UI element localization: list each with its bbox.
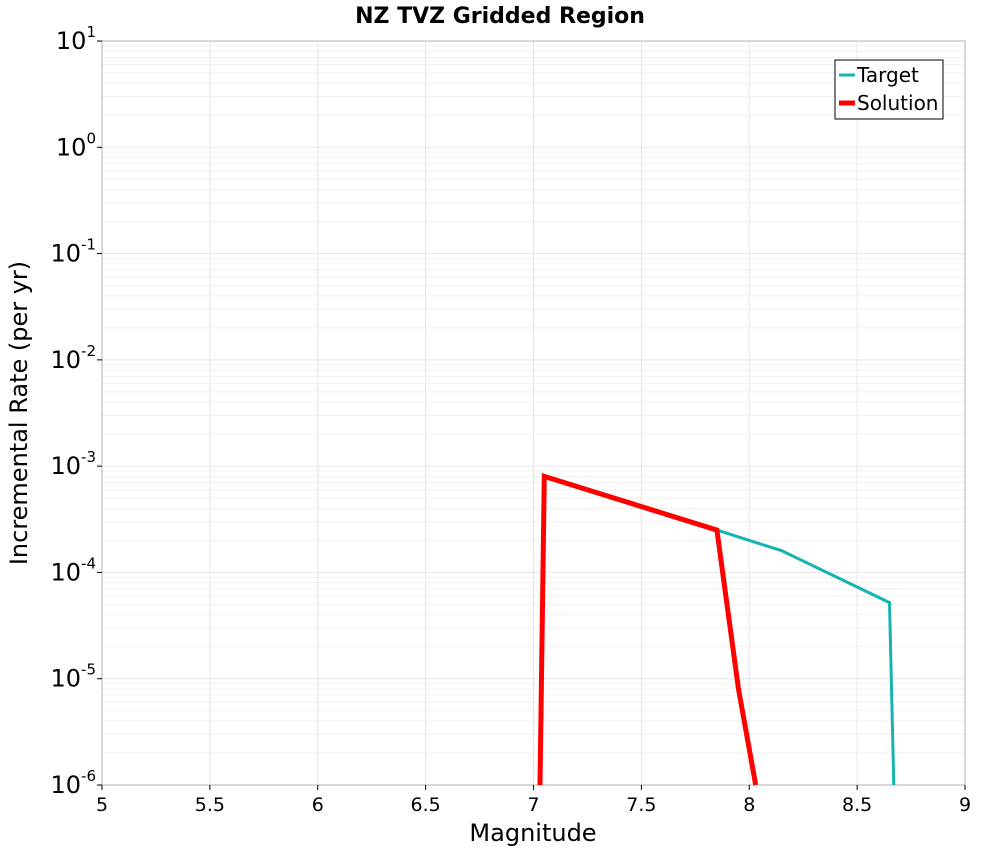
legend-label-target: Target <box>856 63 919 87</box>
x-tick-label: 5.5 <box>195 794 225 816</box>
y-tick-label: 10-2 <box>50 342 96 374</box>
x-axis-label: Magnitude <box>469 819 596 847</box>
legend: Target Solution <box>834 59 944 120</box>
x-tick-label: 6.5 <box>411 794 441 816</box>
legend-label-solution: Solution <box>857 91 938 115</box>
series-line-target <box>543 474 896 786</box>
chart-title: NZ TVZ Gridded Region <box>355 4 645 29</box>
y-tick-label: 10-6 <box>50 767 96 799</box>
x-tick-label: 9 <box>959 794 971 816</box>
grid <box>101 40 966 786</box>
y-axis-ticks: 10-6 10-5 10-4 10-3 10-2 10-1 100 101 <box>50 23 102 799</box>
y-axis-label: Incremental Rate (per yr) <box>5 261 33 565</box>
x-axis-ticks: 5 5.5 6 6.5 7 7.5 8 8.5 9 <box>96 785 971 816</box>
x-tick-label: 7 <box>527 794 539 816</box>
y-tick-label: 100 <box>56 129 96 161</box>
x-tick-label: 5 <box>96 794 108 816</box>
y-tick-label: 10-4 <box>50 554 96 586</box>
y-tick-label: 10-1 <box>50 236 96 268</box>
series-lines <box>537 473 896 786</box>
y-tick-label: 101 <box>56 23 96 55</box>
y-tick-label: 10-3 <box>50 448 96 480</box>
series-line-solution <box>537 473 759 786</box>
x-tick-label: 8 <box>743 794 755 816</box>
x-tick-label: 7.5 <box>626 794 656 816</box>
x-tick-label: 8.5 <box>842 794 872 816</box>
legend-box <box>834 59 944 120</box>
y-tick-label: 10-5 <box>50 661 96 693</box>
x-tick-label: 6 <box>312 794 324 816</box>
